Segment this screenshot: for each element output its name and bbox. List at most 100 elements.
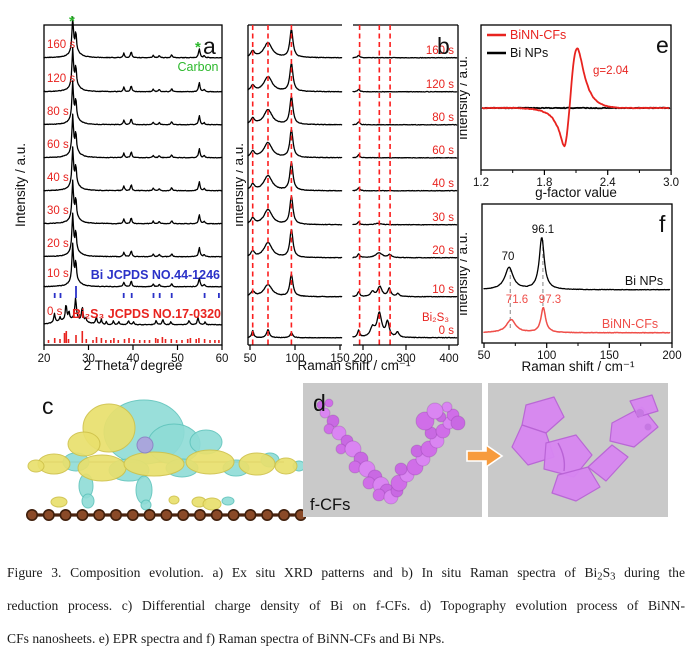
carbon-atom [143,509,156,522]
xrd-trace [43,297,223,326]
carbon-atom [160,509,173,522]
panel-f-x-tick: 50 [478,350,491,362]
series-label-binncfs: BiNN-CFs [602,317,658,331]
caption-line: CFs nanosheets. e) EPR spectra and f) Ra… [7,631,445,646]
nanosheet-hole [644,423,652,431]
panel-b-x-tick: 200 [353,353,372,365]
panel-f-x-tick: 150 [600,350,619,362]
panel-b-x-tick: 50 [244,353,257,365]
nanosheet-plate [521,396,565,434]
carbon-asterisk-2: * [195,39,201,56]
series-label-binps: Bi NPs [625,274,663,288]
raman-trace-left [247,128,343,159]
panel-b-x-tick: 150 [330,353,349,365]
nanoparticle-sphere [441,401,453,413]
carbon-atom [76,509,89,522]
raman-trace-left [247,161,343,192]
charge-density-blob-negative [221,496,235,506]
carbon-atom [59,509,72,522]
nanoparticle-sphere [316,400,326,410]
panel-d-after-image [488,383,668,517]
peak-label-97-3: 97.3 [539,294,561,306]
raman-time-label: 20 s [432,245,454,257]
charge-density-blob-positive [274,457,298,475]
transformation-arrow-icon [466,444,504,468]
xrd-trace [43,146,223,192]
charge-density-blob-positive [27,459,45,473]
charge-density-blob-positive [185,449,235,475]
nanosheet-hole [636,409,644,417]
raman-time-label: 0 s [439,325,455,337]
bi-jcpds-label: Bi JCPDS NO.44-1246 [91,268,220,282]
xrd-trace [43,80,223,126]
panel-c-letter: c [42,393,54,419]
panel-b-yaxis-title: Intensity / a.u. [236,143,246,227]
raman-trace-left [247,95,343,126]
panel-e-epr-chart: 1.2 1.8 2.4 3.0 e BiNN-CFs Bi NPs g=2.04 g-… [460,24,679,200]
raman-trace-left [247,195,343,226]
charge-density-blob-negative [81,493,95,509]
xrd-time-label: 0 s [47,306,63,318]
panel-a-yaxis-title: Intensity / a.u. [14,143,28,227]
xrd-time-label: 60 s [47,139,69,151]
raman-trace-binps [483,237,671,291]
nanoparticle-sphere [344,440,362,458]
carbon-atom [194,509,207,522]
carbon-atom [210,509,223,522]
xrd-trace [43,16,223,59]
carbon-atom [261,509,274,522]
raman-time-label: 10 s [432,284,454,296]
panel-e-x-tick: 3.0 [663,177,679,189]
xrd-trace [43,212,223,258]
panel-e-letter: e [656,32,669,58]
nanosheet-fold-line [557,442,566,472]
panel-a-xrd-chart: 160 s 120 s 80 s 60 s 40 s 30 s 20 s 10 s 0 s 20 3… [14,13,229,373]
nanoparticle-sphere [324,398,334,408]
legend-label-binncfs: BiNN-CFs [510,28,566,42]
carbon-label: Carbon [178,60,219,74]
panel-d-before-image: d f-CFs [303,383,482,517]
nanosheet-plate [511,424,555,466]
panel-f-letter: f [659,211,666,237]
xrd-time-label: 20 s [47,238,69,250]
panel-a-letter: a [203,33,216,59]
raman-time-label: 30 s [432,212,454,224]
raman-trace-left [247,28,343,59]
caption-line: reduction process. c) Differential charg… [7,598,685,613]
charge-density-blob-positive [67,431,101,457]
carbon-atom [110,509,123,522]
raman-trace-left [247,62,343,93]
nanoparticle-sphere [331,425,347,441]
xrd-trace [43,242,223,288]
xrd-time-label: 160 s [47,39,75,51]
raman-trace-right [352,311,458,339]
panel-b-x-tick: 100 [285,353,304,365]
peak-label-70: 70 [502,251,515,263]
charge-density-blob-positive [77,454,127,482]
raman-trace-right [352,153,458,159]
raman-trace-right [352,121,458,126]
panel-a-x-tick: 60 [216,353,229,365]
raman-trace-right [352,88,458,93]
panel-e-xaxis-title: g-factor value [535,185,617,200]
xrd-time-label: 120 s [47,73,75,85]
panel-b-xaxis-title: Raman shift / cm⁻¹ [298,358,411,373]
panel-f-yaxis-title: Intensity / a.u. [460,232,470,316]
raman-trace-left [247,273,343,298]
panel-e-yaxis-title: Intensity / a.u. [460,56,470,140]
panel-f-frame [481,203,673,344]
charge-density-blob-positive [202,497,222,511]
carbon-atom [126,509,139,522]
panel-f-xaxis-title: Raman shift / cm⁻¹ [522,359,635,374]
panel-a-xaxis-title: 2 Theta / degree [84,358,183,373]
nanoparticle-sphere [372,488,386,502]
panel-a-x-tick: 50 [171,353,184,365]
panel-e-x-tick: 1.2 [473,177,489,189]
epr-trace-binncfs [481,47,670,148]
legend-label-binps: Bi NPs [510,46,548,60]
nanosheet-plate [587,444,629,482]
xrd-trace [43,47,223,93]
nanoparticle-sphere [319,407,331,419]
carbon-atom [177,509,190,522]
